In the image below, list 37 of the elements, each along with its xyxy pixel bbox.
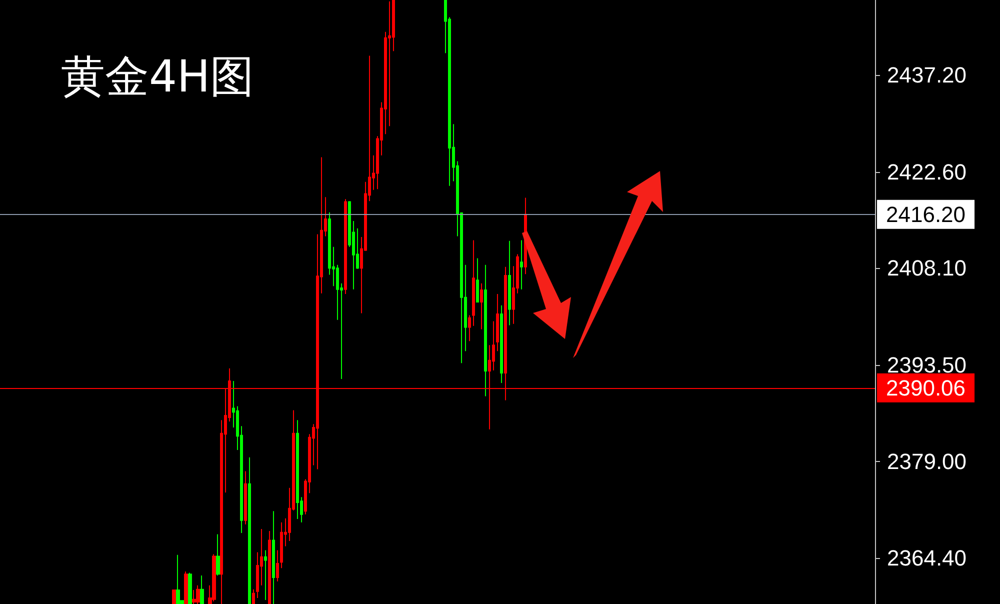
candlestick — [216, 534, 220, 576]
candlestick — [272, 510, 275, 604]
candlestick — [252, 588, 255, 604]
candlestick — [176, 554, 180, 604]
candlestick — [200, 574, 204, 604]
ref-line-label: 2390.06 — [886, 375, 966, 400]
candlestick — [244, 470, 247, 525]
candlestick — [484, 264, 487, 397]
candlestick — [500, 304, 503, 384]
candlestick — [496, 294, 499, 352]
candlestick — [264, 550, 267, 601]
candlestick — [476, 258, 479, 302]
candlestick — [172, 590, 176, 604]
y-tick-label: 2408.10 — [887, 256, 967, 281]
candlestick — [184, 570, 188, 604]
y-tick-label: 2393.50 — [887, 352, 967, 378]
candlestick — [268, 530, 271, 604]
candlestick — [472, 240, 475, 326]
y-tick-label: 2364.40 — [887, 546, 967, 571]
candlestick — [344, 198, 347, 295]
candlestick — [188, 572, 192, 604]
candlestick — [480, 282, 483, 330]
candlestick — [468, 314, 471, 342]
candlestick — [248, 456, 251, 604]
y-tick-label: 2379.00 — [887, 448, 967, 474]
candlestick — [508, 240, 511, 326]
candlestick — [520, 240, 523, 290]
candlestick — [212, 554, 216, 602]
candlestick — [296, 420, 299, 520]
candlestick — [192, 590, 196, 604]
y-tick-label: 2422.60 — [887, 159, 967, 184]
candlestick — [280, 522, 283, 569]
y-tick-label: 2437.20 — [887, 62, 967, 88]
candlestick — [196, 584, 200, 604]
candlestick — [276, 550, 279, 582]
ref-line-label: 2416.20 — [886, 202, 966, 227]
text: 黄金4H图 — [61, 52, 254, 102]
